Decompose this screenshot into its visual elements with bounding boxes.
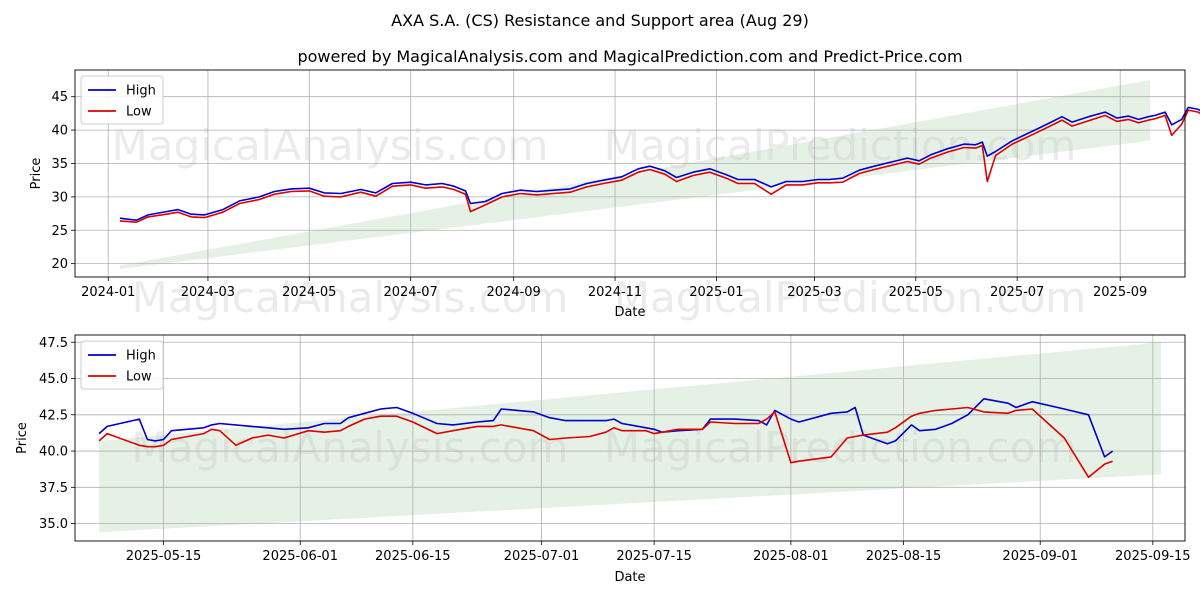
x-tick-label: 2025-06-15 bbox=[375, 549, 451, 564]
legend-label-low: Low bbox=[126, 105, 152, 120]
y-tick-label: 20 bbox=[51, 257, 68, 272]
x-tick-label: 2025-09-15 bbox=[1115, 549, 1191, 564]
x-tick-label: 2025-09-01 bbox=[1002, 549, 1078, 564]
series-line-high bbox=[119, 106, 1200, 221]
x-tick-label: 2025-08-01 bbox=[753, 549, 829, 564]
watermark-text: MagicalPrediction.com bbox=[614, 273, 1087, 322]
legend-label-low: Low bbox=[126, 370, 152, 385]
y-axis-label: Price bbox=[15, 422, 30, 454]
watermark-text: MagicalPrediction.com bbox=[604, 121, 1077, 170]
x-tick-label: 2025-09 bbox=[1093, 285, 1147, 300]
y-tick-label: 45 bbox=[51, 90, 68, 105]
x-tick-label: 2024-05 bbox=[282, 285, 336, 300]
legend-label-high: High bbox=[126, 349, 156, 364]
legend-label-high: High bbox=[126, 84, 156, 99]
legend: High Low bbox=[80, 75, 164, 125]
plot-frame bbox=[74, 334, 1186, 542]
plot-frame bbox=[74, 69, 1186, 278]
y-tick-label: 42.5 bbox=[39, 408, 68, 423]
watermark-text: MagicalAnalysis.com bbox=[132, 423, 569, 472]
x-tick-label: 2024-03 bbox=[181, 285, 235, 300]
x-axis-label: Date bbox=[614, 305, 645, 320]
legend-box bbox=[80, 340, 164, 390]
y-axis-label: Price bbox=[29, 158, 44, 190]
y-tick-label: 47.5 bbox=[39, 336, 68, 351]
x-tick-label: 2024-11 bbox=[588, 285, 642, 300]
x-tick-label: 2025-07-15 bbox=[616, 549, 692, 564]
x-tick-label: 2024-01 bbox=[81, 285, 135, 300]
x-tick-label: 2024-09 bbox=[487, 285, 541, 300]
y-tick-label: 40 bbox=[51, 124, 68, 139]
x-tick-label: 2025-06-01 bbox=[262, 549, 338, 564]
x-tick-label: 2024-07 bbox=[383, 285, 437, 300]
watermark-text: MagicalAnalysis.com bbox=[112, 121, 549, 170]
x-tick-label: 2025-08-15 bbox=[866, 549, 942, 564]
top-chart-panel: MagicalAnalysis.com MagicalPrediction.com… bbox=[29, 69, 1200, 322]
bottom-chart-panel: MagicalAnalysis.com MagicalPrediction.com… bbox=[15, 334, 1191, 585]
x-tick-label: 2025-05 bbox=[889, 285, 943, 300]
legend: High Low bbox=[80, 340, 164, 390]
y-tick-label: 40.0 bbox=[39, 445, 68, 460]
series-line-low bbox=[119, 109, 1200, 223]
y-tick-label: 45.0 bbox=[39, 372, 68, 387]
support-resistance-band bbox=[99, 342, 1161, 533]
x-tick-label: 2025-07 bbox=[990, 285, 1044, 300]
y-tick-label: 35 bbox=[51, 157, 68, 172]
x-axis-label: Date bbox=[614, 570, 645, 585]
x-tick-label: 2025-03 bbox=[787, 285, 841, 300]
y-tick-label: 37.5 bbox=[39, 481, 68, 496]
series-line-high bbox=[98, 398, 1114, 458]
y-tick-label: 25 bbox=[51, 224, 68, 239]
chart-subtitle: powered by MagicalAnalysis.com and Magic… bbox=[297, 47, 962, 66]
x-tick-label: 2025-07-01 bbox=[504, 549, 580, 564]
y-tick-label: 30 bbox=[51, 190, 68, 205]
series-line-low bbox=[98, 406, 1113, 478]
x-tick-label: 2025-05-15 bbox=[126, 549, 202, 564]
watermark-text: MagicalAnalysis.com bbox=[132, 273, 569, 322]
x-tick-label: 2025-01 bbox=[689, 285, 743, 300]
y-tick-label: 35.0 bbox=[39, 517, 68, 532]
legend-box bbox=[80, 75, 164, 125]
chart-title: AXA S.A. (CS) Resistance and Support are… bbox=[391, 11, 809, 30]
